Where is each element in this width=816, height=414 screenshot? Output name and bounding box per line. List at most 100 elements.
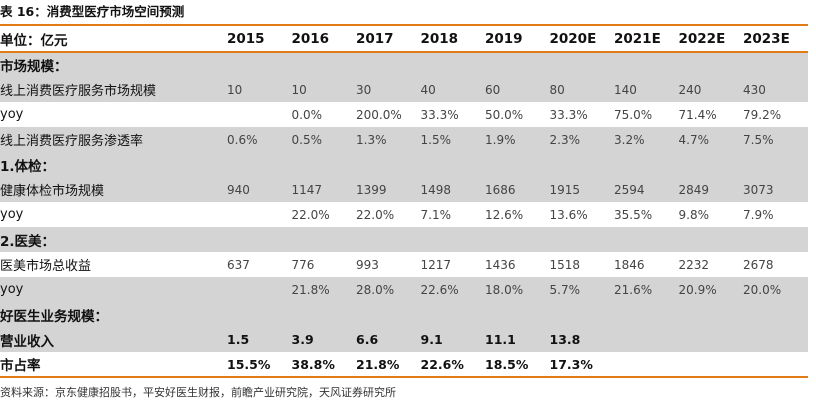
table-cell: 0.0%	[291, 107, 323, 122]
table-cell: 0.5%	[291, 127, 356, 152]
table-cell: 2594	[614, 177, 679, 202]
table-cell: 1.5%	[420, 127, 485, 152]
row-label: 好医生业务规模：	[0, 302, 227, 327]
table-cell: 21.8%	[291, 277, 356, 302]
table-cell: 28.0%	[356, 277, 421, 302]
table-cell	[420, 302, 485, 327]
table-cell	[420, 227, 485, 252]
table-cell	[614, 152, 679, 177]
table-title: 表 16：消费型医疗市场空间预测	[0, 4, 185, 19]
table-header-row: 单位：亿元 2015 2016 2017 2018 2019 2020E 202…	[0, 25, 808, 52]
table-cell	[549, 52, 614, 77]
table-cell: 7.1%	[420, 207, 452, 222]
table-row: yoy 0.0% 200.0% 33.3% 50.0% 33.3% 75.0% 71.4% 79…	[0, 102, 808, 127]
table-cell: 637	[227, 257, 250, 272]
table-cell	[549, 152, 614, 177]
table-row: 市占率 15.5% 38.8% 21.8% 22.6% 18.5% 17.3%	[0, 352, 808, 377]
table-cell	[549, 227, 614, 252]
table-row: yoy 21.8% 28.0% 22.6% 18.0% 5.7% 21.6% 20.9% 20.…	[0, 277, 808, 302]
table-row: 好医生业务规模：	[0, 302, 808, 327]
year-header: 2023E	[743, 30, 790, 47]
table-row: 线上消费医疗服务渗透率 0.6% 0.5% 1.3% 1.5% 1.9% 2.3% 3.2% 4…	[0, 127, 808, 152]
year-header: 2019	[485, 30, 523, 47]
table-cell	[291, 52, 356, 77]
table-cell	[420, 52, 485, 77]
table-cell: 2.3%	[549, 127, 614, 152]
table-cell: 18.5%	[485, 356, 529, 372]
table-cell	[227, 152, 292, 177]
table-cell: 40	[420, 77, 485, 102]
table-cell	[485, 52, 550, 77]
table-cell: 10	[291, 77, 356, 102]
table-cell	[485, 152, 550, 177]
table-cell	[227, 102, 292, 127]
table-cell	[356, 52, 421, 77]
table-cell	[227, 52, 292, 77]
table-cell	[227, 302, 292, 327]
table-cell: 430	[743, 77, 808, 102]
table-cell: 22.0%	[291, 207, 330, 222]
table-row: 医美市场总收益 637 776 993 1217 1436 1518 1846 2232 2678	[0, 252, 808, 277]
row-label: 健康体检市场规模	[0, 177, 227, 202]
table-cell: 1217	[420, 257, 452, 272]
table-cell	[743, 227, 808, 252]
table-cell	[614, 327, 679, 352]
table-cell: 71.4%	[678, 107, 717, 122]
table-cell: 38.8%	[291, 356, 335, 372]
table-cell: 1846	[614, 257, 645, 272]
table-cell	[291, 227, 356, 252]
table-cell: 1518	[549, 257, 581, 272]
table-cell: 13.6%	[549, 207, 588, 222]
table-cell: 1686	[485, 177, 550, 202]
row-label: 市场规模：	[0, 52, 227, 77]
table-cell	[227, 202, 292, 227]
table-cell: 20.0%	[743, 277, 808, 302]
table-cell: 5.7%	[549, 277, 614, 302]
year-header: 2017	[356, 30, 394, 47]
table-cell	[678, 52, 743, 77]
table-cell	[549, 302, 614, 327]
row-label: yoy	[0, 277, 227, 302]
table-cell: 240	[678, 77, 743, 102]
table-cell: 3.2%	[614, 127, 679, 152]
table-cell: 140	[614, 77, 679, 102]
table-cell: 22.6%	[420, 356, 464, 372]
table-cell: 1436	[485, 257, 516, 272]
table-cell	[678, 327, 743, 352]
table-cell: 18.0%	[485, 277, 550, 302]
table-cell: 20.9%	[678, 277, 743, 302]
row-label: 2.医美：	[0, 227, 227, 252]
year-header: 2021E	[614, 30, 661, 47]
forecast-table-container: 单位：亿元 2015 2016 2017 2018 2019 2020E 202…	[0, 24, 808, 378]
table-cell	[743, 302, 808, 327]
table-cell: 2232	[678, 257, 710, 272]
table-cell: 22.6%	[420, 277, 485, 302]
table-cell: 3073	[743, 177, 808, 202]
table-cell: 12.6%	[485, 207, 524, 222]
table-cell: 200.0%	[356, 107, 402, 122]
table-cell	[356, 152, 421, 177]
table-cell: 33.3%	[549, 107, 588, 122]
table-cell: 1498	[420, 177, 485, 202]
row-label: 线上消费医疗服务渗透率	[0, 127, 227, 152]
table-cell: 1.9%	[485, 127, 550, 152]
table-row: 2.医美：	[0, 227, 808, 252]
table-cell	[678, 152, 743, 177]
table-cell: 2849	[678, 177, 743, 202]
table-cell: 1915	[549, 177, 614, 202]
table-cell: 9.8%	[678, 207, 710, 222]
table-cell: 17.3%	[549, 356, 593, 372]
row-label: 营业收入	[0, 327, 227, 352]
table-cell	[227, 227, 292, 252]
table-cell	[227, 277, 292, 302]
table-body: 单位：亿元 2015 2016 2017 2018 2019 2020E 202…	[0, 25, 808, 377]
table-cell: 7.5%	[743, 127, 808, 152]
table-cell: 4.7%	[678, 127, 743, 152]
table-row: 市场规模：	[0, 52, 808, 77]
year-header: 2016	[291, 30, 330, 47]
table-row: 营业收入 1.5 3.9 6.6 9.1 11.1 13.8	[0, 327, 808, 352]
year-header: 2015	[227, 30, 265, 47]
table-row: 健康体检市场规模 940 1147 1399 1498 1686 1915 2594 2849 3…	[0, 177, 808, 202]
table-cell: 21.6%	[614, 277, 679, 302]
table-cell: 30	[356, 77, 421, 102]
